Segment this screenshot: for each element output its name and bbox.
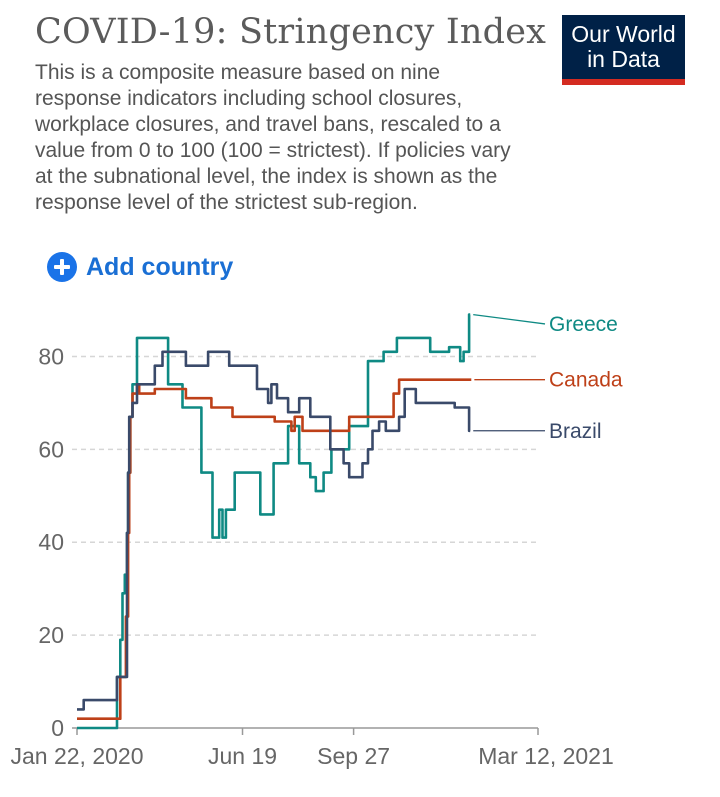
plus-circle-icon[interactable]	[47, 252, 77, 282]
x-tick-label-3: Mar 12, 2021	[478, 743, 614, 769]
axis-layer: 0 20 40 60 80 Jan 22, 2020 Jun 19 Sep 27 Mar 12,…	[10, 343, 613, 769]
y-tick-label-80: 80	[38, 343, 64, 369]
chart-subtitle: This is a composite measure based on nin…	[35, 61, 511, 214]
x-tick-label-1: Jun 19	[208, 743, 277, 769]
series-line-greece[interactable]	[77, 313, 471, 730]
legend-label-greece[interactable]: Greece	[549, 313, 618, 336]
line-chart: 0 20 40 60 80 Jan 22, 2020 Jun 19 Sep 27 Mar 12,…	[10, 313, 623, 769]
add-country-button[interactable]: Add country	[47, 251, 233, 283]
x-tick-label-2: Sep 27	[317, 743, 390, 769]
legend-label-canada[interactable]: Canada	[549, 369, 623, 392]
y-tick-label-0: 0	[51, 715, 64, 741]
series-line-brazil[interactable]	[77, 350, 471, 711]
legend-connector-greece	[473, 313, 546, 325]
logo-line-1: Our World	[571, 21, 676, 47]
owid-logo[interactable]: Our World in Data	[562, 15, 685, 85]
x-tick-label-0: Jan 22, 2020	[10, 743, 143, 769]
y-tick-label-60: 60	[38, 436, 64, 462]
chart-title: COVID-19: Stringency Index	[35, 12, 547, 52]
legend-layer[interactable]: Greece Canada Brazil	[473, 313, 623, 443]
logo-line-2: in Data	[587, 46, 660, 72]
y-tick-label-20: 20	[38, 622, 64, 648]
add-country-label: Add country	[86, 252, 234, 281]
legend-label-brazil[interactable]: Brazil	[549, 420, 602, 443]
series-line-canada[interactable]	[77, 378, 472, 720]
series-layer	[77, 313, 472, 730]
y-tick-label-40: 40	[38, 529, 64, 555]
